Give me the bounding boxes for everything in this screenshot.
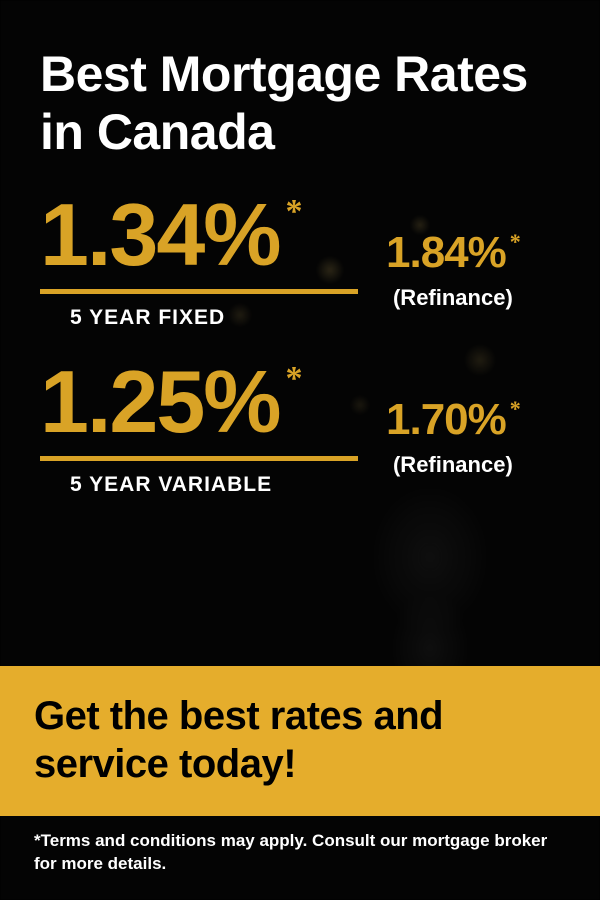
rate-main-label: 5 YEAR VARIABLE xyxy=(40,473,358,497)
asterisk-icon: * xyxy=(286,195,303,229)
rate-left-variable: 1.25% * 5 YEAR VARIABLE xyxy=(40,358,358,497)
asterisk-icon: * xyxy=(286,362,303,396)
rate-underline xyxy=(40,456,358,461)
page-title: Best Mortgage Rates in Canada xyxy=(0,0,600,171)
asterisk-icon: * xyxy=(510,398,520,420)
rate-main-value: 1.25% xyxy=(40,358,280,446)
rates-section: 1.34% * 5 YEAR FIXED 1.84% * (Refinance)… xyxy=(0,171,600,666)
rate-main-fixed: 1.34% * xyxy=(40,191,303,279)
content-container: Best Mortgage Rates in Canada 1.34% * 5 … xyxy=(0,0,600,900)
rate-sub-label: (Refinance) xyxy=(386,452,520,478)
rate-sub-fixed: 1.84% * xyxy=(386,231,520,275)
rate-right-variable: 1.70% * (Refinance) xyxy=(386,398,520,478)
rate-sub-value: 1.70% xyxy=(386,398,506,442)
disclaimer-text: *Terms and conditions may apply. Consult… xyxy=(0,816,600,900)
rate-row-fixed: 1.34% * 5 YEAR FIXED 1.84% * (Refinance) xyxy=(40,191,560,330)
cta-band: Get the best rates and service today! xyxy=(0,666,600,816)
asterisk-icon: * xyxy=(510,231,520,253)
rate-row-variable: 1.25% * 5 YEAR VARIABLE 1.70% * (Refinan… xyxy=(40,358,560,497)
cta-text: Get the best rates and service today! xyxy=(34,692,566,788)
rate-main-value: 1.34% xyxy=(40,191,280,279)
rate-underline xyxy=(40,289,358,294)
rate-sub-label: (Refinance) xyxy=(386,285,520,311)
rate-sub-value: 1.84% xyxy=(386,231,506,275)
rate-left-fixed: 1.34% * 5 YEAR FIXED xyxy=(40,191,358,330)
rate-sub-variable: 1.70% * xyxy=(386,398,520,442)
rate-main-label: 5 YEAR FIXED xyxy=(40,306,358,330)
rate-main-variable: 1.25% * xyxy=(40,358,303,446)
rate-right-fixed: 1.84% * (Refinance) xyxy=(386,231,520,311)
